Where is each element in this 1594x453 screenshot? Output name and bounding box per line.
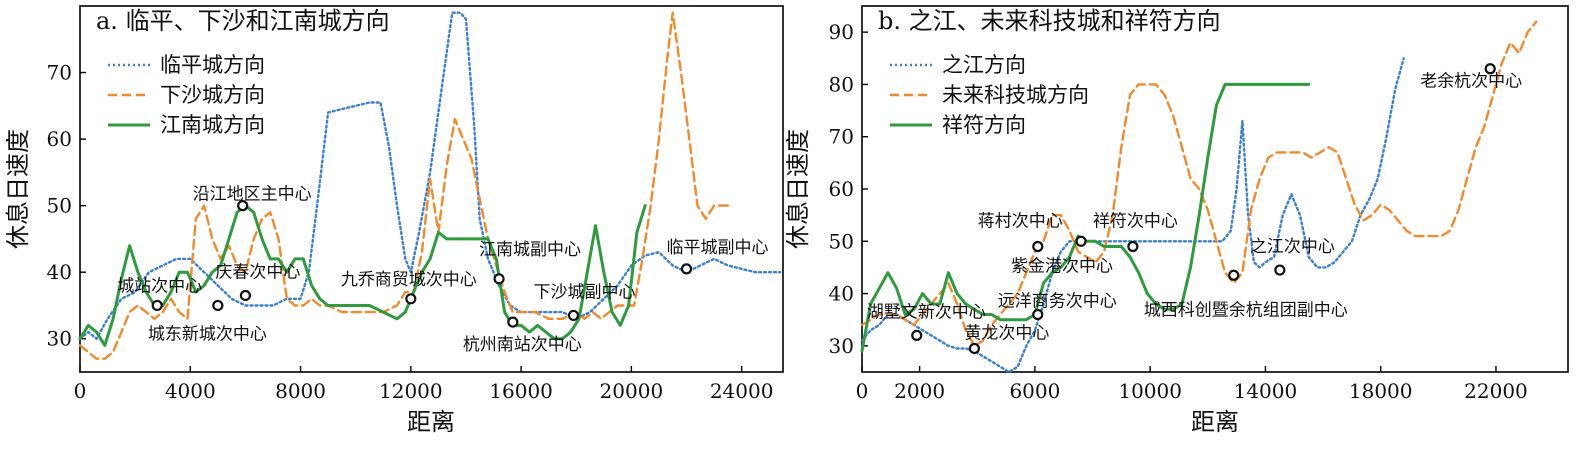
panel-a-xtick-label: 12000 (379, 379, 443, 403)
panel-b-annotation-marker (1127, 240, 1139, 253)
panel-a-annotation-marker (239, 289, 252, 302)
panel-a-xtick-label: 20000 (600, 379, 664, 403)
panel-a-annotation-label: 城东新城次中心 (148, 324, 267, 344)
panel-b-annotation-marker (1484, 63, 1496, 75)
panel-a-ytick-label: 50 (47, 194, 72, 218)
panel-b-annotation-label: 城西科创暨余杭组团副中心 (1144, 300, 1348, 320)
panel-a-ylabel: 休息日速度 (4, 129, 32, 249)
panel-b-series-1-line (860, 20, 1538, 348)
legend-label-jiangnan: 江南城方向 (160, 113, 265, 137)
panel-b-annotation-label: 蒋村次中心 (978, 212, 1063, 232)
legend-label-xiangfu: 祥符方向 (942, 113, 1026, 137)
panel-b-ylabel: 休息日速度 (784, 129, 812, 249)
panel-a-lines (78, 11, 782, 360)
panel-a-ticks: 0 4000 8000 12000 16000 20000 24000 30 40 50 60 70 (47, 61, 774, 403)
panel-b-xtick-label: 6000 (1009, 379, 1060, 403)
panel-a-ytick-label: 40 (47, 260, 72, 284)
panel-b-xtick-label: 18000 (1349, 379, 1413, 403)
panel-a-annotation-label: 下沙城副中心 (533, 282, 635, 302)
panel-b-ytick-label: 50 (829, 229, 854, 253)
panel-b-annotation-label: 湖墅文新次中心 (867, 302, 986, 322)
panel-b-ytick-label: 70 (829, 125, 854, 149)
panel-b-annotation-marker (968, 342, 980, 355)
panel-a-annotation-marker (405, 293, 417, 305)
panel-b-ytick-label: 90 (829, 20, 854, 44)
panel-a-xlabel: 距离 (407, 408, 455, 436)
panel-b-annotation-marker (1228, 269, 1240, 281)
panel-b-ytick-label: 40 (829, 282, 854, 306)
panel-a-annotation-label: 江南城副中心 (479, 240, 581, 260)
panel-b-series-2-line (860, 82, 1311, 353)
panel-a-annotation-label: 杭州南站次中心 (463, 335, 582, 355)
panel-a-annotation-marker (151, 299, 163, 312)
panel-a-annotation-marker (212, 299, 224, 312)
panel-a-annotation-marker (507, 316, 519, 328)
panel-a-annotation-label: 城站次中心 (117, 276, 202, 296)
panel-a-legend: 临平城方向 下沙城方向 江南城方向 (108, 53, 265, 137)
panel-b-annotation-marker (1032, 240, 1044, 253)
panel-b-ytick-label: 80 (829, 72, 854, 96)
panel-b: b. 之江、未来科技城和祥符方向 距离 休息日速度 0 2000 6000 10000… (784, 5, 1569, 436)
panel-b-annotation-label: 之江次中心 (1250, 237, 1335, 257)
panel-a-annotation-marker (493, 273, 505, 285)
panel-b-xtick-label: 2000 (894, 379, 945, 403)
panel-b-annotation-label: 老余杭次中心 (1420, 72, 1522, 92)
panel-b-xtick-label: 14000 (1234, 379, 1298, 403)
panel-a-annotation-marker (567, 309, 580, 322)
panel-a-xtick-label: 0 (74, 379, 87, 403)
panel-b-annotation-label: 远洋商务次中心 (998, 291, 1117, 311)
panel-a-annotation-marker (237, 200, 249, 212)
panel-a-series-1-line (78, 11, 732, 360)
panel-b-xtick-label: 10000 (1118, 379, 1182, 403)
legend-label-linping: 临平城方向 (160, 53, 265, 77)
panel-a-series-2-line (78, 204, 647, 347)
panel-b-ytick-label: 30 (829, 334, 854, 358)
panel-b-annotation-marker (1032, 308, 1044, 321)
panel-b-ytick-label: 60 (829, 177, 854, 201)
panel-a-annotation-label: 沿江地区主中心 (193, 185, 312, 205)
panel-b-title: b. 之江、未来科技城和祥符方向 (878, 7, 1221, 35)
panel-a-title: a. 临平、下沙和江南城方向 (96, 7, 390, 35)
panel-a-xtick-label: 24000 (710, 379, 774, 403)
panel-b-xlabel: 距离 (1191, 408, 1239, 436)
panel-a-annotation-label: 九乔商贸城次中心 (341, 270, 477, 290)
panel-a-ytick-label: 30 (47, 327, 72, 351)
panel-b-annotation-marker (1274, 264, 1286, 276)
panel-b-xtick-label: 22000 (1464, 379, 1528, 403)
panel-a-xtick-label: 4000 (165, 379, 216, 403)
panel-a-frame (79, 5, 784, 373)
panel-b-legend: 之江方向 未来科技城方向 祥符方向 (890, 53, 1089, 137)
panel-b-series-0-line (860, 57, 1405, 374)
panel-a-xtick-label: 8000 (275, 379, 326, 403)
panel-a-xtick-label: 16000 (489, 379, 553, 403)
panel-a: a. 临平、下沙和江南城方向 距离 休息日速度 0 4000 8000 12000 16… (4, 5, 784, 436)
panel-a-ytick-label: 70 (47, 61, 72, 85)
panel-a-annotation-label: 庆春次中心 (215, 262, 300, 282)
panel-b-annotation-label: 黄龙次中心 (964, 323, 1049, 343)
panel-b-ticks: 0 2000 6000 10000 14000 18000 22000 30 40 50 60 70 8… (829, 20, 1528, 403)
legend-label-weilai: 未来科技城方向 (942, 83, 1089, 107)
panel-b-lines (860, 20, 1538, 374)
legend-label-xiasha: 下沙城方向 (160, 83, 265, 107)
panel-a-annotation-marker (680, 263, 693, 275)
legend-label-zhijiang: 之江方向 (942, 53, 1026, 77)
panel-b-xtick-label: 0 (856, 379, 869, 403)
panel-b-annotation-marker (911, 329, 923, 341)
panel-b-annotation-label: 祥符次中心 (1093, 212, 1178, 232)
panel-a-ytick-label: 60 (47, 127, 72, 151)
panel-a-series-0-line (78, 11, 782, 340)
panel-a-annotation-label: 临平城副中心 (667, 238, 769, 258)
panel-b-annotation-marker (1075, 235, 1087, 247)
panel-b-annotation-label: 紫金港次中心 (1011, 256, 1113, 276)
